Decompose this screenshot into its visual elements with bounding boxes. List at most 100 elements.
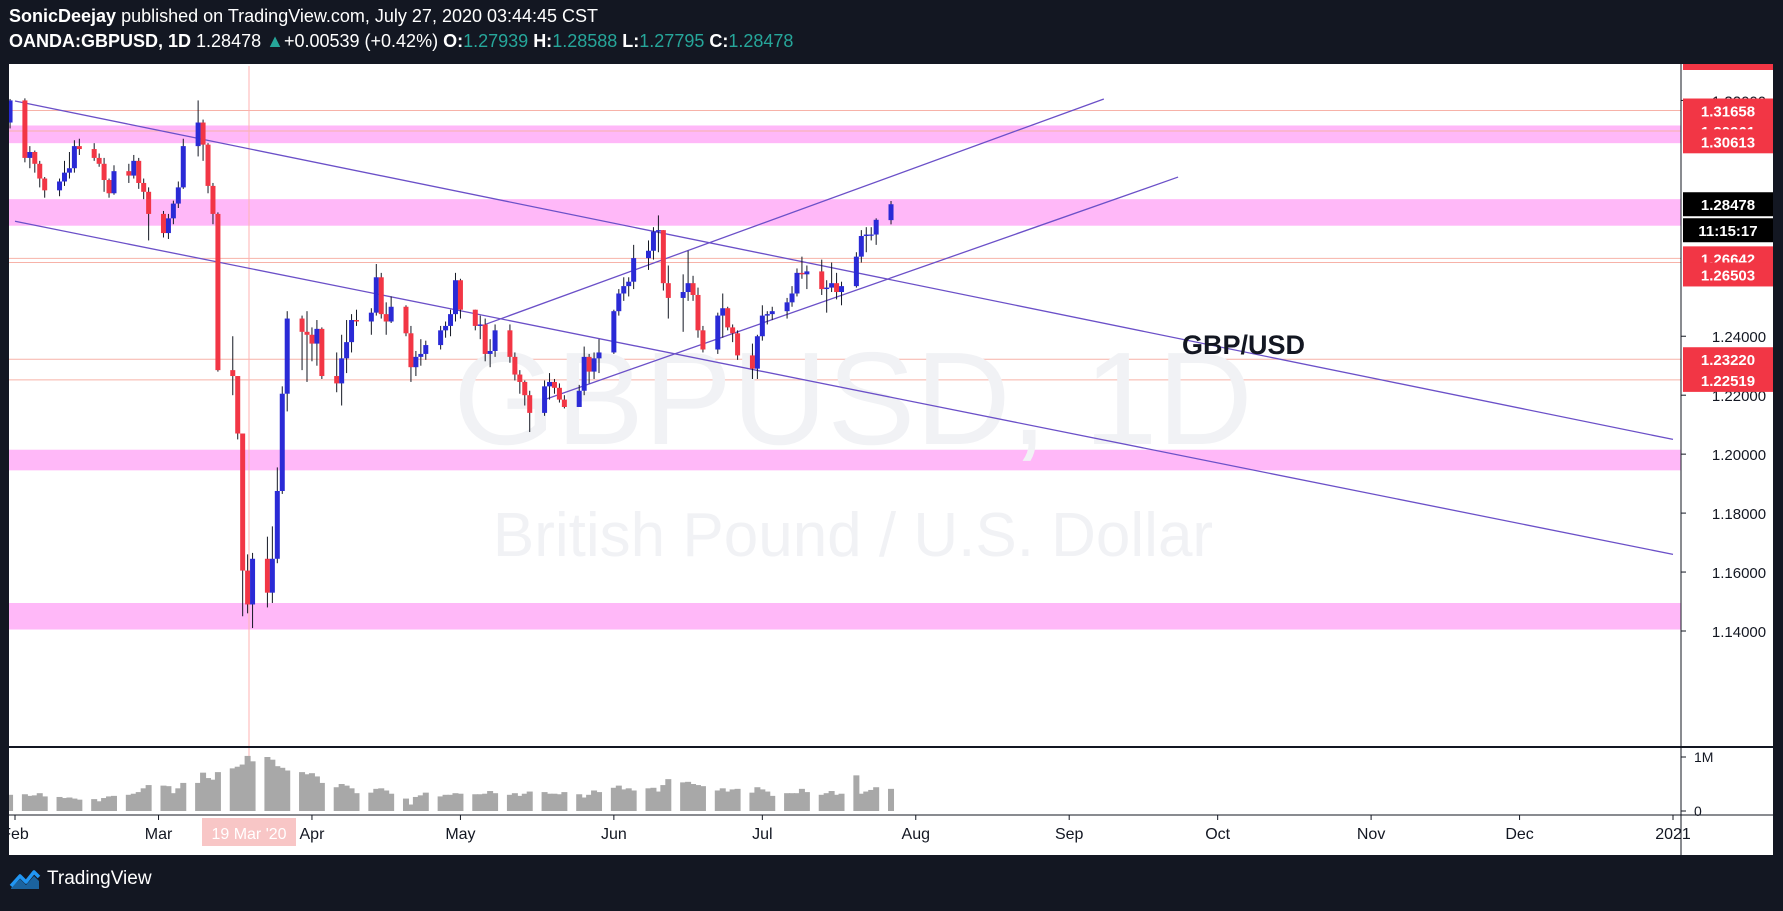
candle-body — [522, 381, 528, 396]
candle-up — [7, 98, 13, 129]
time-tick-label: Jul — [752, 826, 772, 843]
chart-canvas[interactable]: GBPUSD, 1D British Pound / U.S. Dollar G… — [1, 64, 1773, 855]
volume-bar — [665, 779, 672, 811]
price-label-bg — [1683, 347, 1773, 372]
volume-bar — [313, 776, 320, 811]
volume-bar — [284, 770, 291, 811]
candle-body — [819, 271, 825, 290]
volume-bar — [615, 785, 622, 811]
candle-body — [789, 293, 795, 303]
time-tick-label: May — [445, 826, 475, 843]
volume-bar — [576, 794, 583, 811]
annotation-label[interactable]: GBP/USD — [1182, 330, 1305, 360]
trendline — [484, 98, 1105, 326]
candle-down — [834, 272, 840, 300]
candle-body — [794, 272, 800, 294]
candle-down — [507, 324, 513, 363]
candle-up — [853, 252, 859, 288]
price-label: 1.23220 — [1683, 347, 1773, 372]
candle-body — [245, 570, 251, 605]
candle-body — [418, 353, 424, 357]
candle-body — [319, 328, 325, 377]
price-label-bg — [1683, 367, 1773, 392]
candle-body — [443, 325, 449, 331]
volume-bar — [818, 794, 825, 811]
volume-bar — [793, 793, 800, 811]
candle-body — [754, 336, 760, 369]
candle-up — [611, 309, 617, 354]
candle-up — [250, 552, 256, 629]
candle-down — [512, 352, 518, 381]
candle-body — [230, 370, 236, 377]
price-labels: 1.316581.309611.306131.2847811:15:171.26… — [1683, 98, 1773, 392]
candle-body — [769, 311, 775, 315]
candle-body — [517, 374, 523, 382]
trendline — [544, 176, 1179, 401]
volume-bar — [373, 788, 380, 811]
volume-bar — [610, 787, 617, 811]
candle-body — [240, 433, 246, 571]
candle-body — [7, 100, 13, 123]
candle-up — [314, 320, 320, 366]
candle-body — [250, 558, 256, 605]
candle-body — [512, 356, 518, 375]
volume-bar — [511, 793, 518, 811]
author-name[interactable]: SonicDeejay — [9, 6, 117, 26]
candle-body — [720, 308, 726, 316]
volume-bar — [338, 784, 345, 811]
volume-bar — [853, 775, 860, 811]
candle-up — [279, 386, 285, 494]
price-label-bg — [1683, 192, 1773, 217]
volume-bar — [239, 764, 246, 811]
open-label: O: — [443, 31, 464, 51]
volume-bar — [299, 772, 306, 811]
candle-down — [517, 370, 523, 394]
candle-body — [646, 250, 652, 259]
footer-brand[interactable]: TradingView — [9, 868, 152, 890]
volume-bar — [620, 789, 627, 811]
candle-down — [22, 98, 28, 163]
volume-bar — [209, 779, 216, 811]
candle-body — [368, 312, 374, 322]
candle-body — [126, 171, 132, 176]
volume-bar — [195, 782, 202, 811]
trendlines-layer[interactable] — [14, 98, 1674, 555]
time-tick-label: Feb — [9, 826, 29, 843]
candle-up — [715, 312, 721, 354]
volume-bar — [591, 790, 598, 811]
sr-zone — [9, 449, 1681, 471]
volume-bar — [96, 801, 103, 811]
volume-bar — [106, 796, 113, 811]
candle-body — [373, 277, 379, 313]
candle-body — [631, 258, 637, 282]
volume-bar — [685, 781, 692, 811]
chart-frame[interactable]: GBPUSD, 1D British Pound / U.S. Dollar G… — [1, 64, 1773, 855]
candle-body — [111, 171, 117, 194]
candle-up — [388, 296, 394, 323]
candle-up — [759, 305, 765, 341]
volume-bar — [888, 788, 895, 811]
volume-bar — [784, 793, 791, 811]
volume-bar — [833, 794, 840, 811]
candle-up — [443, 321, 449, 338]
candle-body — [660, 230, 666, 284]
candle-body — [452, 280, 458, 315]
price-label: 1.30613 — [1683, 129, 1773, 154]
volume-bar — [110, 795, 117, 811]
candle-up — [873, 218, 879, 245]
sr-zone — [9, 602, 1681, 630]
candle-body — [314, 328, 320, 344]
candle-body — [71, 146, 77, 169]
candle-down — [695, 287, 701, 338]
volume-bar — [269, 759, 276, 811]
volume-bar — [516, 795, 523, 811]
volume-bar — [858, 793, 865, 811]
time-axis[interactable]: Feb Mar Apr May Jun Jul Aug Sep Oct Nov Dec 2021 — [1, 815, 1691, 843]
candle-body — [527, 395, 533, 413]
price-axis[interactable]: 1.14000 1.16000 1.18000 1.20000 1.22000 1.240… — [1681, 93, 1766, 641]
candle-up — [61, 160, 67, 186]
volume-axis[interactable]: 1M 0 — [1681, 749, 1713, 819]
volume-bar — [66, 797, 73, 811]
volume-bar — [442, 794, 449, 811]
volume-bar — [140, 788, 147, 811]
